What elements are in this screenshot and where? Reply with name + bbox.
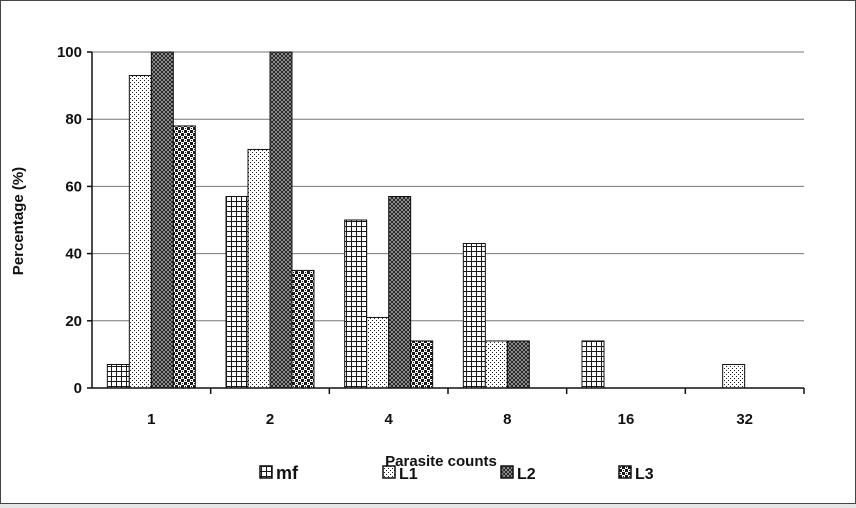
- x-tick-label: 4: [384, 411, 393, 428]
- x-tick-label: 32: [736, 411, 753, 428]
- bar-l3-2: [291, 269, 315, 389]
- x-tick-labels: 1 2 4 8 16 32: [147, 411, 753, 428]
- bar-l2-8: [506, 340, 530, 389]
- legend-label-l1: L1: [399, 466, 418, 483]
- legend-label-l3: L3: [635, 466, 654, 483]
- bar-l3-1: [172, 125, 196, 389]
- legend: mf L1 L2 L3: [259, 463, 654, 483]
- legend-swatch-l1: [382, 465, 396, 479]
- y-tick-label: 80: [65, 111, 82, 128]
- bar-l1-1: [128, 75, 152, 389]
- axes: [87, 51, 805, 394]
- bar-l3-4: [410, 340, 434, 389]
- legend-swatch-l3: [618, 465, 632, 479]
- y-axis-label: Percentage (%): [10, 167, 27, 275]
- legend-swatch-mf: [259, 465, 273, 479]
- y-tick-label: 0: [74, 380, 82, 397]
- bar-l2-4: [388, 195, 412, 389]
- y-tick-label: 40: [65, 246, 82, 263]
- y-tick-labels: 0 20 40 60 80 100: [57, 44, 82, 397]
- bar-mf-1: [106, 363, 130, 389]
- bars: [106, 51, 746, 389]
- bar-mf-16: [581, 340, 605, 389]
- legend-label-mf: mf: [276, 463, 299, 483]
- bar-l1-2: [247, 148, 271, 389]
- gridlines: [92, 51, 804, 322]
- legend-label-l2: L2: [517, 466, 536, 483]
- y-tick-label: 100: [57, 44, 82, 61]
- y-tick-label: 20: [65, 313, 82, 330]
- x-tick-label: 2: [266, 411, 274, 428]
- bar-l1-4: [366, 316, 390, 389]
- bar-mf-4: [344, 219, 368, 389]
- y-tick-label: 60: [65, 178, 82, 195]
- x-tick-label: 8: [503, 411, 511, 428]
- x-axis-label: Parasite counts: [385, 453, 497, 470]
- bar-l2-1: [150, 51, 174, 389]
- x-tick-label: 1: [147, 411, 155, 428]
- bar-l2-2: [269, 51, 293, 389]
- x-tick-label: 16: [618, 411, 635, 428]
- legend-swatch-l2: [500, 465, 514, 479]
- bar-mf-2: [225, 195, 249, 389]
- bar-l1-8: [484, 340, 508, 389]
- bar-l1-32: [722, 363, 746, 389]
- bar-mf-8: [462, 243, 486, 389]
